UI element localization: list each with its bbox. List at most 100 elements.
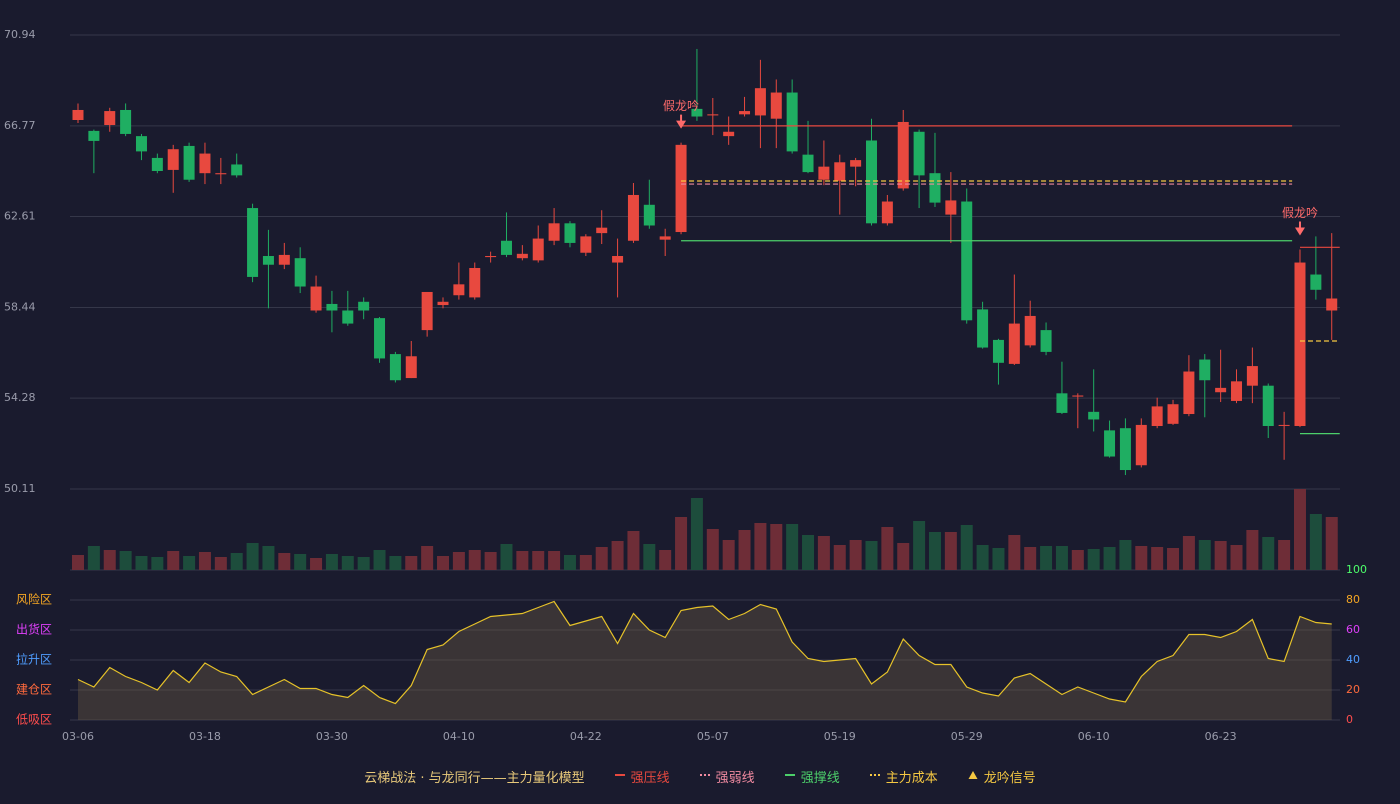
volume-bar <box>1214 541 1227 570</box>
volume-bar <box>944 532 957 570</box>
legend-label: 强撑线 <box>800 770 840 786</box>
x-tick-label: 04-22 <box>570 730 602 743</box>
volume-bar <box>563 555 576 570</box>
x-tick-label: 05-29 <box>951 730 983 743</box>
volume-bar <box>151 557 164 570</box>
candle-body <box>326 303 338 311</box>
candle-body <box>723 131 735 137</box>
volume-bar <box>1151 547 1164 570</box>
volume-bar <box>865 541 878 570</box>
candle-body <box>1056 393 1068 413</box>
volume-bar <box>849 540 862 570</box>
candle-body <box>1008 323 1020 364</box>
candle-body <box>1294 262 1306 427</box>
candle-body <box>1199 359 1211 381</box>
volume-bar <box>198 552 211 570</box>
volume-bar <box>103 550 116 570</box>
volume-bar <box>548 551 561 570</box>
volume-bar <box>643 544 656 570</box>
volume-bar <box>675 517 688 570</box>
candle-body <box>675 144 687 233</box>
volume-bar <box>357 557 370 570</box>
volume-bar <box>72 555 84 570</box>
volume-bar <box>627 531 640 570</box>
candle-body <box>485 256 497 258</box>
candle-body <box>866 140 877 224</box>
y-tick-label: 70.94 <box>4 28 36 41</box>
legend-title: 云梯战法 · 与龙同行——主力量化模型 <box>364 770 585 786</box>
candle-body <box>977 309 989 348</box>
volume-bar <box>770 524 783 570</box>
candle-body <box>992 339 1004 363</box>
candle-body <box>516 253 528 259</box>
y-tick-label: 62.61 <box>4 210 36 223</box>
y-tick-label: 50.11 <box>4 482 36 495</box>
zone-label: 低吸区 <box>16 713 52 727</box>
volume-bar <box>1040 546 1053 570</box>
signal-label: 假龙吟 <box>1282 205 1318 220</box>
volume-bar <box>452 552 465 570</box>
volume-bar <box>1024 547 1037 570</box>
volume-bar <box>183 556 196 570</box>
volume-bar <box>1119 540 1132 570</box>
candle-body <box>183 145 195 180</box>
signal-label: 假龙吟 <box>663 98 699 113</box>
candle-body <box>1326 298 1338 311</box>
volume-bar <box>87 546 100 570</box>
volume-bar <box>341 556 354 570</box>
legend-item: 强压线 <box>614 767 670 786</box>
volume-bar <box>119 551 132 570</box>
volume-bar <box>1008 535 1021 570</box>
volume-bar <box>659 550 672 570</box>
candle-body <box>532 238 544 261</box>
volume-bar <box>214 557 227 570</box>
candle-body <box>850 160 862 167</box>
legend-item: 强撑线 <box>784 767 840 786</box>
volume-bar <box>389 556 402 570</box>
volume-bar <box>1198 540 1211 570</box>
y2-tick-label: 20 <box>1346 683 1360 696</box>
candle-body <box>437 301 449 306</box>
volume-bar <box>897 543 910 570</box>
legend-icon <box>968 769 978 784</box>
y-tick-label: 54.28 <box>4 391 36 404</box>
candle-body <box>262 256 274 265</box>
volume-bar <box>833 545 846 570</box>
volume-bar <box>1103 547 1116 570</box>
x-tick-label: 06-10 <box>1078 730 1110 743</box>
legend-item: 强弱线 <box>699 767 755 786</box>
candle-body <box>1088 411 1100 420</box>
volume-bar <box>1278 540 1291 570</box>
y-tick-label: 58.44 <box>4 300 36 313</box>
volume-bar <box>754 523 767 570</box>
volume-bar <box>373 550 386 570</box>
zone-label: 拉升区 <box>16 652 52 667</box>
candle-body <box>151 157 163 172</box>
volume-bar <box>1071 550 1084 570</box>
volume-bar <box>722 540 735 570</box>
volume-bar <box>1182 536 1195 570</box>
candle-body <box>580 236 592 253</box>
candle-body <box>929 173 941 203</box>
volume-bar <box>913 521 926 570</box>
volume-bar <box>516 551 529 570</box>
candle-body <box>627 194 639 241</box>
volume-bar <box>325 554 338 570</box>
legend-label: 强压线 <box>630 770 670 786</box>
volume-bar <box>421 546 434 570</box>
candle-body <box>389 354 401 381</box>
legend-icon <box>869 769 880 784</box>
y2-tick-label: 0 <box>1346 713 1353 726</box>
candle-body <box>1246 366 1258 386</box>
signal-arrow <box>1294 221 1305 236</box>
volume-bar <box>484 552 497 570</box>
oscillator-area <box>78 601 1332 720</box>
candle-body <box>167 149 179 170</box>
legend: 云梯战法 · 与龙同行——主力量化模型 强压线 强弱线 强撑线 主力成本 龙吟信号 <box>0 765 1400 787</box>
x-tick-label: 03-30 <box>316 730 348 743</box>
candle-body <box>1167 404 1179 424</box>
volume-bar <box>1309 514 1322 570</box>
legend-label: 强弱线 <box>715 770 755 786</box>
candle-body <box>310 286 322 311</box>
